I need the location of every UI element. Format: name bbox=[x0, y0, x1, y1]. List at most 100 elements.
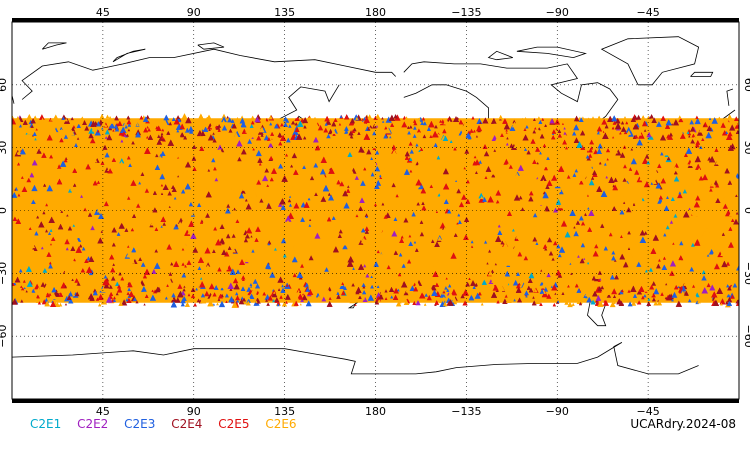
occultation-point bbox=[325, 289, 329, 293]
occultation-point bbox=[678, 117, 684, 123]
occultation-point bbox=[276, 301, 281, 305]
occultation-point bbox=[717, 147, 720, 150]
occultation-point bbox=[594, 234, 598, 237]
occultation-point bbox=[162, 222, 166, 226]
occultation-point bbox=[551, 257, 555, 261]
occultation-point bbox=[274, 206, 279, 211]
occultation-point bbox=[14, 200, 18, 204]
occultation-point bbox=[314, 232, 321, 239]
occultation-point bbox=[132, 244, 136, 249]
occultation-point bbox=[217, 144, 223, 150]
occultation-point bbox=[285, 250, 292, 256]
occultation-point bbox=[418, 184, 421, 188]
occultation-point bbox=[42, 264, 46, 268]
occultation-point bbox=[416, 128, 421, 133]
occultation-point bbox=[222, 135, 226, 139]
occultation-point bbox=[482, 160, 488, 167]
occultation-point bbox=[580, 251, 586, 257]
occultation-point bbox=[279, 183, 284, 188]
left-lat-label: 60 bbox=[0, 78, 9, 92]
occultation-point bbox=[513, 298, 516, 302]
occultation-point bbox=[408, 234, 412, 238]
occultation-point bbox=[148, 255, 155, 261]
occultation-point bbox=[692, 176, 699, 182]
occultation-point bbox=[251, 249, 255, 253]
occultation-point bbox=[354, 303, 357, 306]
left-lat-label: −60 bbox=[0, 325, 9, 348]
occultation-point bbox=[220, 122, 225, 128]
occultation-point bbox=[204, 290, 210, 297]
occultation-point bbox=[572, 273, 576, 277]
occultation-point bbox=[636, 176, 643, 183]
occultation-point bbox=[594, 244, 599, 249]
occultation-point bbox=[136, 221, 140, 225]
occultation-point bbox=[736, 265, 739, 271]
occultation-point bbox=[582, 127, 586, 131]
occultation-point bbox=[255, 150, 262, 157]
occultation-point bbox=[623, 116, 627, 119]
occultation-point bbox=[369, 228, 373, 232]
occultation-point bbox=[690, 242, 695, 247]
occultation-point bbox=[507, 140, 510, 143]
occultation-point bbox=[287, 190, 290, 194]
occultation-point bbox=[578, 235, 582, 238]
occultation-point bbox=[16, 286, 21, 291]
occultation-point bbox=[579, 124, 583, 128]
coastline-segment bbox=[516, 46, 587, 59]
occultation-point bbox=[319, 259, 326, 267]
occultation-point bbox=[439, 291, 446, 298]
occultation-point bbox=[623, 130, 628, 135]
occultation-point bbox=[403, 217, 409, 223]
occultation-point bbox=[74, 224, 79, 229]
occultation-point bbox=[611, 250, 616, 255]
occultation-point bbox=[683, 282, 687, 286]
occultation-point bbox=[735, 211, 739, 215]
occultation-point bbox=[419, 271, 426, 278]
occultation-point bbox=[389, 136, 392, 139]
occultation-point bbox=[611, 288, 618, 295]
occultation-point bbox=[732, 249, 738, 255]
occultation-point bbox=[665, 283, 668, 286]
occultation-point bbox=[547, 174, 550, 178]
occultation-point bbox=[320, 196, 327, 202]
bottom-lon-label: 180 bbox=[365, 405, 386, 418]
occultation-point bbox=[580, 240, 584, 245]
occultation-point bbox=[407, 211, 411, 215]
occultation-point bbox=[507, 187, 512, 192]
occultation-point bbox=[610, 211, 615, 215]
occultation-point bbox=[406, 157, 413, 163]
occultation-point bbox=[206, 262, 211, 267]
right-lat-label: 60 bbox=[742, 78, 750, 92]
occultation-point bbox=[104, 189, 109, 194]
occultation-point bbox=[136, 203, 141, 208]
occultation-point bbox=[138, 181, 142, 185]
occultation-point bbox=[442, 290, 446, 294]
occultation-point bbox=[155, 153, 159, 158]
occultation-point bbox=[374, 256, 381, 262]
occultation-point bbox=[216, 272, 223, 278]
occultation-point bbox=[277, 202, 283, 207]
occultation-point bbox=[460, 293, 465, 299]
occultation-point bbox=[722, 224, 728, 230]
occultation-point bbox=[22, 279, 26, 283]
occultation-point bbox=[353, 280, 358, 285]
occultation-point bbox=[548, 174, 554, 179]
occultation-point bbox=[627, 301, 633, 307]
occultation-point bbox=[706, 140, 713, 147]
right-lat-label: 0 bbox=[742, 207, 750, 214]
occultation-point bbox=[283, 122, 288, 127]
occultation-point bbox=[34, 137, 37, 141]
occultation-point bbox=[586, 133, 591, 138]
occultation-point bbox=[601, 118, 608, 125]
occultation-point bbox=[593, 149, 599, 155]
occultation-point bbox=[212, 132, 215, 135]
occultation-point bbox=[49, 228, 53, 232]
occultation-point bbox=[14, 147, 18, 151]
occultation-point bbox=[725, 261, 731, 266]
occultation-point bbox=[84, 125, 90, 131]
occultation-point bbox=[20, 176, 24, 179]
occultation-point bbox=[257, 202, 260, 205]
occultation-point bbox=[566, 174, 571, 179]
occultation-point bbox=[366, 148, 372, 155]
occultation-point bbox=[314, 128, 319, 133]
